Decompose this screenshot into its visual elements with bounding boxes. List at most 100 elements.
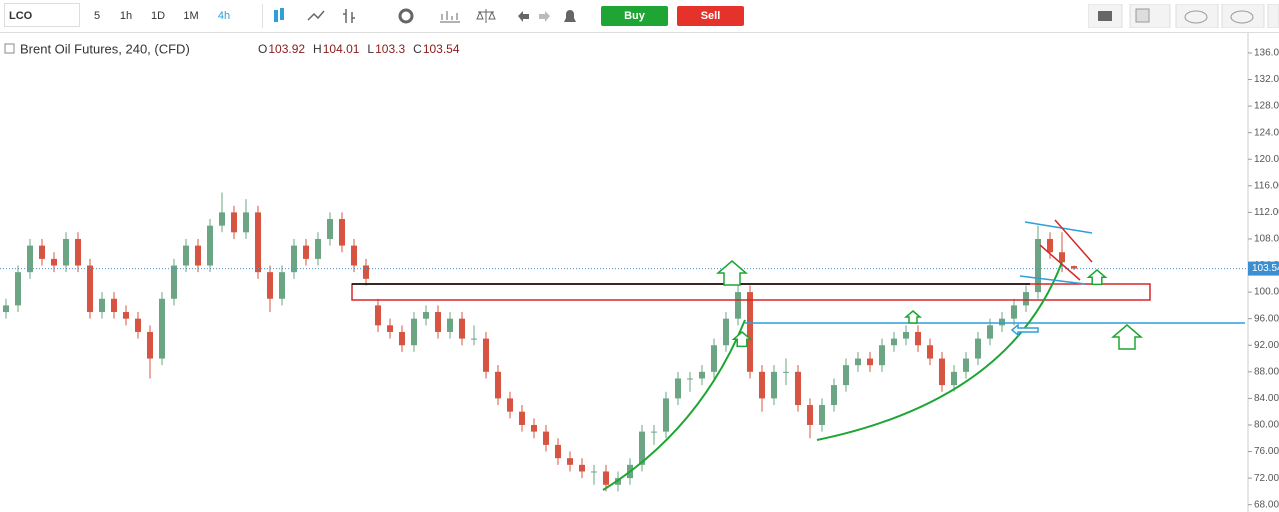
candle-body [831, 385, 837, 406]
ohlc-value: 103.92 [268, 42, 305, 56]
ohlc-value: 103.3 [375, 42, 405, 56]
candle-body [195, 245, 201, 266]
candle-body [51, 258, 57, 266]
candle-body [723, 318, 729, 346]
candle-body [123, 312, 129, 319]
candle-body [735, 292, 741, 319]
annotations [351, 219, 1245, 491]
candle-body [711, 345, 717, 372]
candle-body [459, 318, 465, 339]
wedge-line [1039, 244, 1081, 281]
y-tick-label: 136.00 [1254, 48, 1279, 59]
y-tick-label: 80.00 [1254, 420, 1279, 431]
candle-body [255, 212, 261, 273]
candle-body [483, 338, 489, 372]
candle-body [903, 331, 909, 339]
candle-body [315, 238, 321, 259]
candle-body [243, 212, 249, 233]
trend-curve [602, 319, 746, 491]
interval[interactable]: 5 [93, 10, 101, 22]
buy-button[interactable]: Buy [601, 6, 668, 26]
candle-body [987, 325, 993, 339]
ohlc-label: O [258, 42, 267, 56]
interval[interactable]: 1h [119, 10, 133, 22]
collapse-icon[interactable] [4, 43, 15, 54]
candle-body [843, 365, 849, 386]
candle-body [747, 292, 753, 372]
candle-body [111, 298, 117, 313]
candle-body [663, 398, 669, 432]
wedge-line [1019, 275, 1086, 285]
candle-body [471, 338, 477, 340]
symbol-input[interactable]: LCO [4, 3, 80, 27]
y-tick-label: 108.00 [1254, 234, 1279, 245]
candle-body [879, 345, 885, 366]
wedge-line [1024, 221, 1093, 234]
y-tick-label: 96.00 [1254, 313, 1279, 324]
toolbar: LCO 5 1h 1D 1M 4h Buy Sell [0, 0, 1279, 33]
candle-body [579, 464, 585, 472]
candle-body [207, 225, 213, 266]
candle-body [219, 212, 225, 226]
candle-body [795, 371, 801, 406]
wedge-line [1054, 219, 1093, 263]
candle-body [543, 431, 549, 445]
up-arrow [903, 310, 923, 324]
candle-body [555, 444, 561, 459]
candle-body [855, 358, 861, 366]
candle-body [267, 272, 273, 299]
y-tick-label: 120.00 [1254, 154, 1279, 165]
left-arrow [1010, 323, 1039, 337]
candle-body [891, 338, 897, 346]
candle-body [39, 245, 45, 259]
candle-body [807, 405, 813, 425]
interval-active[interactable]: 4h [217, 10, 231, 22]
candle-body [171, 265, 177, 299]
separator [262, 4, 263, 28]
candle-body [15, 272, 21, 306]
candle-body [771, 371, 777, 399]
candle-body [303, 245, 309, 259]
ohlc-value: 104.01 [323, 42, 360, 56]
candle-body [87, 265, 93, 313]
candle-body [591, 471, 597, 473]
candle-body [447, 318, 453, 332]
candle-body [603, 471, 609, 485]
last-price-box [1248, 261, 1279, 276]
up-arrow [1110, 324, 1144, 350]
candle-body [567, 458, 573, 465]
candle-body [1071, 266, 1077, 269]
candle-body [759, 371, 765, 399]
candle-body [1059, 252, 1065, 263]
y-tick-label: 88.00 [1254, 366, 1279, 377]
candle-body [519, 411, 525, 425]
y-tick-label: 68.00 [1254, 499, 1279, 510]
y-tick-label: 128.00 [1254, 101, 1279, 112]
candle-body [819, 405, 825, 425]
y-tick-label: 72.00 [1254, 473, 1279, 484]
candle-body [423, 312, 429, 319]
sell-button[interactable]: Sell [677, 6, 744, 26]
candle-body [291, 245, 297, 273]
candle-body [411, 318, 417, 346]
up-arrow [1086, 269, 1108, 286]
toolbar-right-icons [1088, 4, 1279, 28]
candle-body [687, 378, 693, 380]
candle-body [363, 265, 369, 279]
ohlc-label: L [367, 42, 374, 56]
y-tick-label: 132.00 [1254, 74, 1279, 85]
candle-body [63, 238, 69, 266]
y-tick-label: 116.00 [1254, 180, 1279, 191]
candle-body [999, 318, 1005, 326]
candle-body [99, 298, 105, 313]
candle-body [495, 371, 501, 399]
y-tick-label: 124.00 [1254, 127, 1279, 138]
candle-body [1023, 292, 1029, 306]
candle-body [699, 371, 705, 379]
candle-body [27, 245, 33, 273]
interval[interactable]: 1D [150, 10, 166, 22]
candle-body [231, 212, 237, 233]
interval[interactable]: 1M [183, 10, 199, 22]
y-tick-label: 112.00 [1254, 207, 1279, 218]
toolbar-icons [274, 8, 576, 24]
